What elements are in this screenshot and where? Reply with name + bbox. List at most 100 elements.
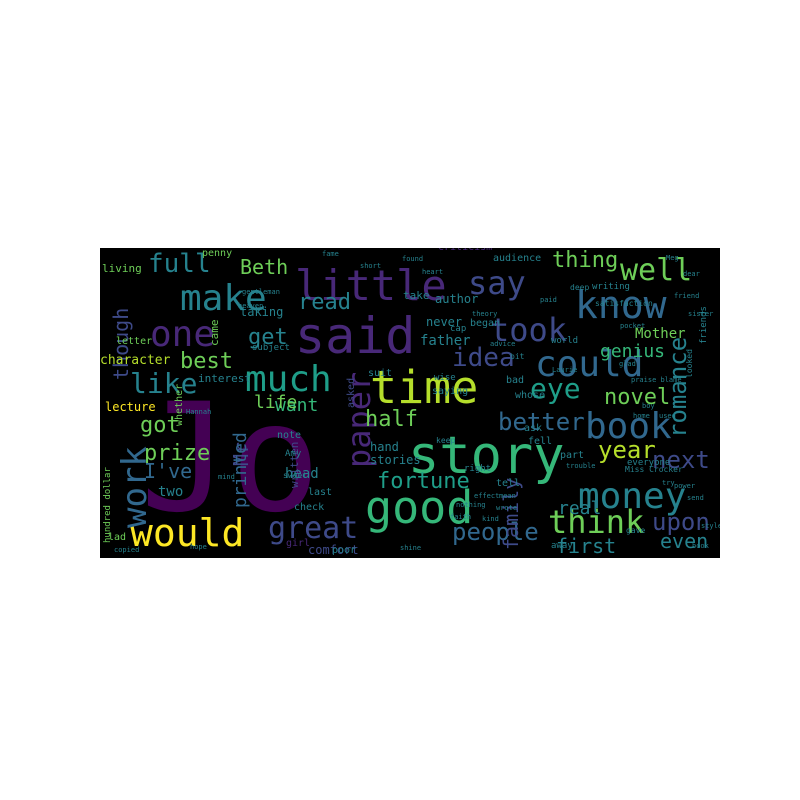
word-father: father — [420, 333, 471, 349]
cloud-background — [100, 248, 720, 558]
word-jo: Jo — [140, 372, 321, 546]
word-best: best — [180, 349, 233, 374]
word-full: full — [148, 249, 211, 279]
word-well: well — [620, 253, 692, 288]
word-began: began — [470, 318, 500, 329]
word-home: home — [633, 412, 650, 420]
word-tell: tell — [496, 478, 520, 489]
word-mr: Mr — [229, 442, 253, 466]
word-think: think — [548, 503, 644, 541]
word-one: one — [150, 314, 215, 355]
word-first: first — [556, 534, 616, 558]
word-asked: asked — [346, 378, 357, 408]
word-paper: paper — [340, 372, 378, 468]
word-beth: Beth — [240, 255, 288, 279]
word-satisfaction: satisfaction — [595, 299, 653, 308]
word-genius: genius — [600, 341, 665, 362]
word-life: life — [254, 392, 297, 413]
word-check: check — [294, 502, 324, 513]
word-friend: friend — [674, 292, 699, 300]
word-style: style — [701, 522, 720, 530]
word-cap: cap — [450, 324, 466, 334]
word-gave: gave — [626, 526, 645, 535]
word-half: half — [365, 407, 418, 432]
word-meg: Meg — [666, 254, 679, 262]
word-letter: letter — [116, 336, 152, 347]
word-theory: theory — [472, 310, 497, 318]
word-penny: penny — [202, 248, 232, 259]
word-fortune: fortune — [377, 469, 470, 494]
word-heart: heart — [422, 268, 443, 276]
word-stories: stories — [370, 453, 421, 467]
word-gentleman: gentleman — [242, 288, 280, 296]
word-deep: deep — [570, 283, 589, 292]
word-poor: poor — [332, 545, 356, 556]
word-laurie: Laurie — [552, 366, 577, 374]
word-living: living — [102, 262, 142, 275]
word-suit: suit — [368, 368, 392, 379]
word-upon: upon — [652, 508, 710, 536]
word-say: say — [468, 264, 526, 302]
word-even: even — [660, 529, 708, 553]
word-prize: prize — [144, 441, 210, 466]
word-could: could — [535, 344, 643, 385]
words-layer: Jo said story time good know little could book mo… — [100, 248, 720, 558]
word-saying: saying — [432, 386, 468, 397]
word-mean: mean — [499, 492, 516, 500]
word-comfort: comfort — [308, 543, 359, 557]
word-hope: hope — [190, 543, 207, 551]
word-note: note — [277, 430, 301, 441]
word-bad: bad — [506, 375, 524, 386]
word-criticism: criticism — [438, 248, 492, 253]
word-would: would — [130, 511, 244, 555]
word-people: people — [452, 518, 539, 546]
word-took: took — [490, 311, 567, 349]
word-boy: boy — [642, 402, 655, 410]
word-nothing: nothing — [456, 501, 486, 509]
word-money: money — [578, 476, 686, 517]
word-part: part — [560, 450, 584, 461]
word-wrote: wrote — [496, 504, 517, 512]
word-know: know — [575, 283, 667, 327]
word-hundred-dollar: hundred dollar — [103, 467, 113, 543]
word-real: real — [558, 498, 601, 519]
word-novel: novel — [604, 385, 670, 410]
word-two: two — [158, 484, 183, 500]
word-found: found — [402, 255, 423, 263]
word-book: book — [585, 406, 672, 447]
word-take: take — [403, 289, 430, 302]
word-author: author — [435, 292, 478, 306]
word-bit: bit — [510, 352, 525, 361]
word-dear: dear — [683, 270, 700, 278]
word-never: never — [426, 315, 462, 329]
word-great: great — [268, 511, 358, 546]
word-send: send — [687, 494, 704, 502]
word-cloud-canvas: Jo said story time good know little could book mo… — [100, 248, 720, 558]
word-wise: wise — [434, 373, 456, 383]
word-hand: hand — [370, 440, 399, 454]
word-like: like — [130, 367, 197, 400]
word-last: last — [308, 487, 332, 498]
word-read: read — [298, 290, 351, 315]
word-next: next — [652, 446, 710, 474]
word-used: used — [659, 412, 676, 420]
word-whose: whose — [515, 390, 545, 401]
word-hannah: Hannah — [186, 408, 211, 416]
word-advice: advice — [490, 340, 515, 348]
word-cloud: Jo said story time good know little could book mo… — [100, 248, 720, 558]
word-glad: glad — [619, 360, 636, 368]
word-interest: interest — [198, 372, 251, 385]
word-short: short — [360, 262, 381, 270]
word-praise-blame: praise blame — [631, 376, 682, 384]
word-sister: sister — [688, 310, 713, 318]
word-thing: thing — [552, 248, 618, 273]
word-lecture: lecture — [105, 400, 156, 414]
word-trouble: trouble — [566, 462, 596, 470]
word-everyone: everyone — [627, 458, 670, 468]
word-idea: idea — [452, 343, 515, 373]
word-subject: subject — [252, 343, 290, 353]
word-copied: copied — [114, 546, 139, 554]
word-looked: looked — [685, 349, 694, 378]
word-book: book — [692, 542, 710, 550]
word-heaven: heaven — [238, 302, 263, 310]
